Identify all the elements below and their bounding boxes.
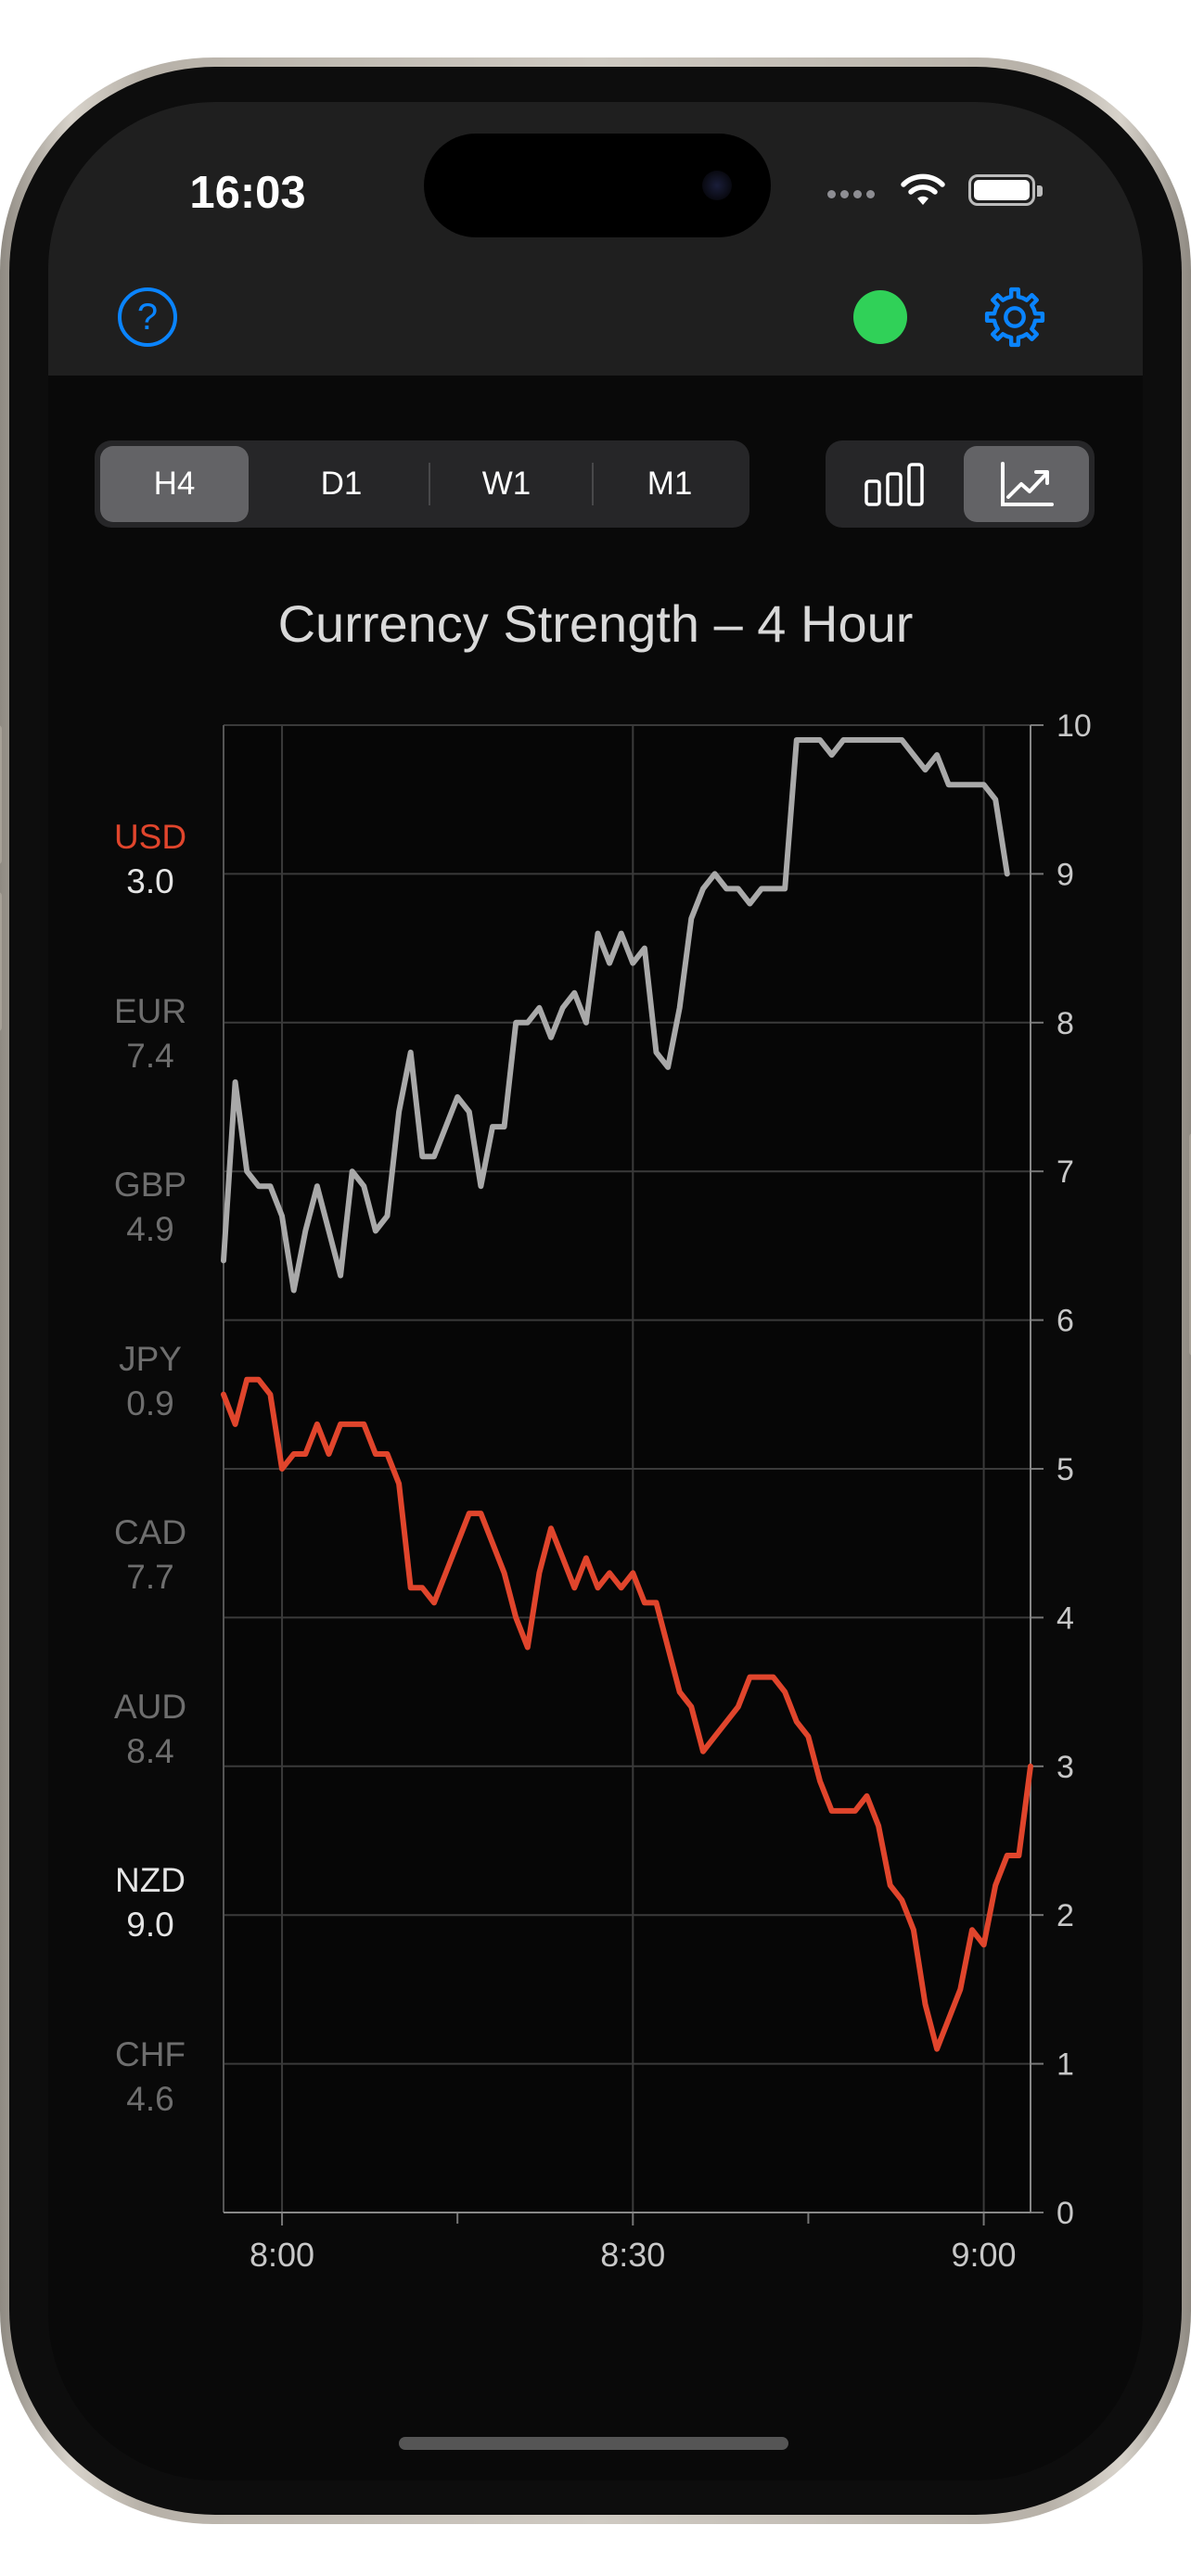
timeframe-m1[interactable]: M1 — [647, 465, 693, 502]
currency-code: CHF — [114, 2034, 186, 2073]
y-tick-label: 6 — [1057, 1304, 1074, 1339]
currency-code: USD — [113, 818, 187, 856]
cellular-signal-icon — [827, 190, 875, 198]
currency-strength-value: 4.9 — [126, 1210, 174, 1248]
currency-strength-value: 3.0 — [126, 862, 174, 900]
y-tick-label: 4 — [1057, 1600, 1074, 1636]
currency-strength-value: 4.6 — [126, 2079, 174, 2118]
currency-item-cad[interactable]: CAD 7.7 — [85, 1511, 215, 1600]
strength-line-chart: 0 1 2 3 4 5 6 7 8 9 10 8:00 8:30 9:00 — [221, 708, 1092, 2274]
x-tick-label: 8:00 — [250, 2236, 314, 2274]
battery-icon — [968, 174, 1043, 206]
currency-strength-value: 0.9 — [126, 1384, 174, 1422]
currency-item-aud[interactable]: AUD 8.4 — [85, 1686, 215, 1775]
front-camera — [702, 171, 732, 200]
status-time: 16:03 — [189, 168, 306, 218]
currency-strength-value: 9.0 — [126, 1906, 174, 1944]
currency-code: JPY — [119, 1339, 182, 1378]
y-tick-label: 7 — [1057, 1154, 1074, 1190]
y-tick-label: 3 — [1057, 1750, 1074, 1785]
currency-item-nzd[interactable]: NZD 9.0 — [85, 1859, 215, 1948]
currency-code: CAD — [113, 1513, 187, 1551]
segment-divider — [592, 463, 594, 505]
volume-up-button — [0, 725, 2, 864]
y-tick-label: 1 — [1057, 2047, 1074, 2083]
dynamic-island — [424, 134, 771, 237]
currency-code: NZD — [114, 1861, 186, 1899]
currency-item-jpy[interactable]: JPY 0.9 — [85, 1338, 215, 1427]
y-tick-label: 0 — [1057, 2196, 1074, 2231]
currency-code: GBP — [113, 1166, 187, 1204]
line-chart-icon — [1000, 462, 1054, 506]
x-tick-label: 9:00 — [952, 2236, 1017, 2274]
timeframe-selector: H4 D1 W1 M1 — [95, 440, 749, 528]
timeframe-h4[interactable]: H4 — [100, 446, 249, 522]
currency-item-usd[interactable]: USD 3.0 — [85, 816, 215, 905]
wifi-icon — [901, 173, 945, 205]
gear-icon[interactable] — [982, 285, 1047, 350]
currency-strength-value: 7.7 — [126, 1558, 174, 1596]
currency-item-chf[interactable]: CHF 4.6 — [85, 2034, 215, 2123]
connection-status-indicator — [853, 290, 907, 344]
y-tick-label: 10 — [1057, 708, 1092, 744]
series-line-nzd — [221, 737, 1010, 1294]
view-mode-selector — [826, 440, 1095, 528]
y-tick-label: 8 — [1057, 1006, 1074, 1041]
y-tick-label: 9 — [1057, 857, 1074, 892]
volume-down-button — [0, 892, 2, 1031]
chart-title: Currency Strength – 4 Hour — [277, 594, 914, 653]
series-line-usd — [221, 1376, 1033, 2052]
currency-code: AUD — [113, 1687, 187, 1726]
bar-chart-icon — [864, 463, 924, 506]
help-button[interactable]: ? — [118, 287, 177, 347]
side-button — [1189, 1133, 1191, 1356]
segment-divider — [429, 463, 430, 505]
timeframe-d1[interactable]: D1 — [320, 465, 363, 502]
y-tick-label: 2 — [1057, 1898, 1074, 1933]
currency-code: EUR — [113, 991, 187, 1030]
currency-item-gbp[interactable]: GBP 4.9 — [85, 1164, 215, 1253]
currency-item-eur[interactable]: EUR 7.4 — [85, 990, 215, 1079]
home-indicator — [399, 2437, 788, 2450]
bar-view-button[interactable] — [831, 446, 956, 522]
app-header: 16:03 ? — [48, 102, 1143, 376]
timeframe-w1[interactable]: W1 — [481, 465, 531, 502]
currency-strength-value: 7.4 — [126, 1036, 174, 1075]
currency-strength-value: 8.4 — [126, 1731, 174, 1770]
line-view-button[interactable] — [964, 446, 1089, 522]
x-tick-label: 8:30 — [600, 2236, 665, 2274]
app-screen: 16:03 ? H4 D1 W1 M1 — [48, 102, 1143, 2480]
y-tick-label: 5 — [1057, 1452, 1074, 1487]
